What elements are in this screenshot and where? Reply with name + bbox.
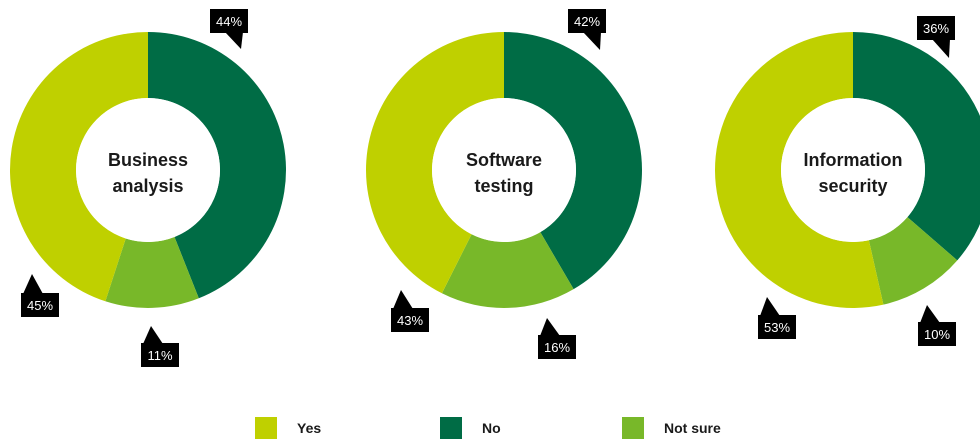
data-label-no: 42% bbox=[574, 14, 600, 29]
donut-chart-3: Information security 53% 36% 10% bbox=[715, 16, 980, 346]
donut-hole bbox=[432, 98, 576, 242]
callout-no: 42% bbox=[568, 9, 606, 50]
callout-yes: 45% bbox=[21, 274, 59, 317]
donut-slice-yes bbox=[715, 31, 884, 308]
callout-not-sure: 16% bbox=[538, 318, 576, 359]
callout-yes: 43% bbox=[391, 290, 429, 332]
callout-pointer bbox=[540, 318, 560, 336]
donut-hole bbox=[781, 98, 925, 242]
donut-slice-no bbox=[504, 32, 642, 290]
donut-slice-no bbox=[853, 32, 980, 261]
callout-no: 44% bbox=[210, 9, 248, 49]
callout-pointer bbox=[760, 297, 780, 316]
legend-label-not-sure: Not sure bbox=[664, 420, 721, 436]
callout-box bbox=[758, 315, 796, 339]
legend-item-yes: Yes bbox=[255, 417, 321, 439]
callout-pointer bbox=[225, 32, 243, 49]
donut-center-label-line: Business bbox=[108, 150, 188, 170]
donut-center-label-line: testing bbox=[474, 176, 533, 196]
legend-swatch-yes bbox=[255, 417, 277, 439]
callout-pointer bbox=[920, 305, 940, 323]
callout-box bbox=[918, 322, 956, 346]
donut-center-label-line: security bbox=[818, 176, 887, 196]
data-label-not-sure: 11% bbox=[147, 348, 172, 363]
callout-pointer bbox=[23, 274, 43, 294]
legend-item-no: No bbox=[440, 417, 501, 439]
donut-center-label-line: Information bbox=[804, 150, 903, 170]
data-label-yes: 45% bbox=[27, 298, 53, 313]
legend-item-not-sure: Not sure bbox=[622, 417, 721, 439]
data-label-yes: 53% bbox=[764, 320, 790, 335]
legend-swatch-not-sure bbox=[622, 417, 644, 439]
legend-swatch-no bbox=[440, 417, 462, 439]
callout-box bbox=[538, 335, 576, 359]
donut-slice-yes bbox=[366, 32, 504, 294]
donut-slice-no bbox=[148, 32, 286, 299]
data-label-no: 44% bbox=[216, 14, 242, 29]
data-label-no: 36% bbox=[923, 21, 949, 36]
donut-slice-yes bbox=[10, 31, 148, 302]
donut-slice-not-sure bbox=[868, 217, 958, 305]
callout-no: 36% bbox=[917, 16, 955, 58]
callout-pointer bbox=[143, 326, 163, 344]
callout-not-sure: 10% bbox=[918, 305, 956, 346]
data-label-not-sure: 16% bbox=[544, 340, 570, 355]
legend-label-no: No bbox=[482, 420, 501, 436]
callout-pointer bbox=[393, 290, 413, 309]
callout-yes: 53% bbox=[758, 297, 796, 339]
legend-label-yes: Yes bbox=[297, 420, 322, 436]
callout-box bbox=[568, 9, 606, 33]
donut-center-label-line: Software bbox=[466, 150, 542, 170]
donut-center-label-line: analysis bbox=[112, 176, 183, 196]
legend: Yes No Not sure bbox=[0, 417, 980, 439]
callout-box bbox=[917, 16, 955, 40]
data-label-yes: 43% bbox=[397, 313, 423, 328]
callout-box bbox=[141, 343, 179, 367]
callout-pointer bbox=[583, 32, 601, 50]
donut-slice-not-sure bbox=[441, 232, 574, 308]
callout-box bbox=[391, 308, 429, 332]
callout-not-sure: 11% bbox=[141, 326, 179, 367]
donut-hole bbox=[76, 98, 220, 242]
data-label-not-sure: 10% bbox=[924, 327, 950, 342]
donut-chart-1: Business analysis 45% 44% 11% bbox=[10, 9, 286, 367]
donut-chart-2: Software testing 43% 42% 16% bbox=[366, 9, 642, 359]
callout-box bbox=[210, 9, 248, 33]
donut-slice-not-sure bbox=[105, 236, 199, 308]
callout-pointer bbox=[932, 39, 950, 58]
callout-box bbox=[21, 293, 59, 317]
